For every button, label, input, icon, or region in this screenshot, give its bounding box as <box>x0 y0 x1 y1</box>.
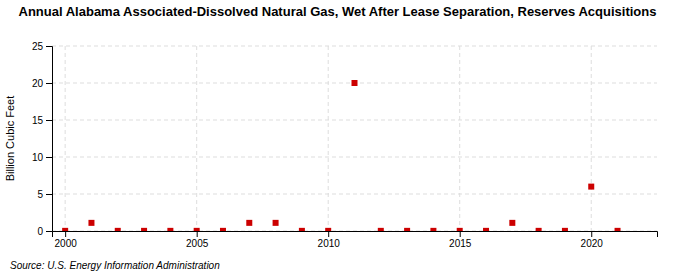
x-tick-mark <box>591 231 592 237</box>
grid-line-x <box>65 46 66 231</box>
point <box>62 228 68 231</box>
x-tick-label: 2000 <box>55 238 78 249</box>
point <box>194 228 200 231</box>
x-tick: 2015 <box>449 231 472 249</box>
point <box>404 228 410 231</box>
x-axis: 2000 2005 2010 2015 2020 <box>53 231 658 249</box>
y-tick: 10 <box>32 152 52 163</box>
x-tick-label: 2010 <box>318 238 341 249</box>
y-tick-mark <box>46 194 52 195</box>
x-tick-label: 2015 <box>449 238 472 249</box>
point <box>562 228 568 231</box>
y-tick-mark <box>46 83 52 84</box>
x-tick-label: 2005 <box>186 238 209 249</box>
x-tick-mark <box>460 231 461 237</box>
point <box>115 228 121 231</box>
point <box>430 228 436 231</box>
point <box>483 228 489 231</box>
grid <box>52 46 657 231</box>
y-axis-line <box>46 47 53 232</box>
point <box>588 184 594 190</box>
point <box>378 228 384 231</box>
x-tick: 2005 <box>186 231 209 249</box>
y-tick: 5 <box>37 189 52 200</box>
y-tick-label: 25 <box>32 41 44 52</box>
x-tick-mark <box>328 231 329 237</box>
x-tick-label: 2020 <box>581 238 604 249</box>
point <box>509 220 515 226</box>
point <box>167 228 173 231</box>
x-tick-mark <box>197 231 198 237</box>
x-tick-mark <box>65 231 66 237</box>
point <box>325 228 331 231</box>
points <box>62 80 620 231</box>
y-tick: 20 <box>32 78 52 89</box>
source-note: Source: U.S. Energy Information Administ… <box>10 260 220 271</box>
grid-line-y <box>52 46 657 47</box>
x-tick: 2010 <box>318 231 341 249</box>
y-tick-mark <box>46 120 52 121</box>
grid-line-y <box>52 120 657 121</box>
grid-line-x <box>591 46 592 231</box>
point <box>457 228 463 231</box>
point <box>220 228 226 231</box>
y-tick-label: 5 <box>37 189 43 200</box>
grid-line-y <box>52 194 657 195</box>
title: Annual Alabama Associated-Dissolved Natu… <box>19 4 657 19</box>
chart: Annual Alabama Associated-Dissolved Natu… <box>0 0 675 275</box>
point <box>299 228 305 231</box>
point <box>352 80 358 86</box>
y-axis: 0 5 10 15 20 25 <box>32 41 53 237</box>
plot-area: 2000 2005 2010 2015 2020 0 5 10 15 20 25 <box>32 41 658 249</box>
grid-line-x <box>459 46 460 231</box>
point <box>246 220 252 226</box>
point <box>536 228 542 231</box>
grid-line-y <box>52 157 657 158</box>
grid-line-x <box>196 46 197 231</box>
point <box>88 220 94 226</box>
y-tick-mark <box>46 231 52 232</box>
y-tick-label: 15 <box>32 115 44 126</box>
y-tick-label: 0 <box>37 226 43 237</box>
point <box>141 228 147 231</box>
point <box>273 220 279 226</box>
x-tick: 2000 <box>55 231 78 249</box>
x-tick: 2020 <box>581 231 604 249</box>
y-tick: 15 <box>32 115 52 126</box>
y-tick: 25 <box>32 41 52 52</box>
y-tick-label: 10 <box>32 152 44 163</box>
y-tick-label: 20 <box>32 78 44 89</box>
x-axis-line <box>53 232 658 238</box>
y-tick-mark <box>46 157 52 158</box>
grid-line-x <box>328 46 329 231</box>
y-tick: 0 <box>37 226 52 237</box>
y-axis-title: Billion Cubic Feet <box>4 96 16 182</box>
point <box>615 228 621 231</box>
y-tick-mark <box>46 46 52 47</box>
